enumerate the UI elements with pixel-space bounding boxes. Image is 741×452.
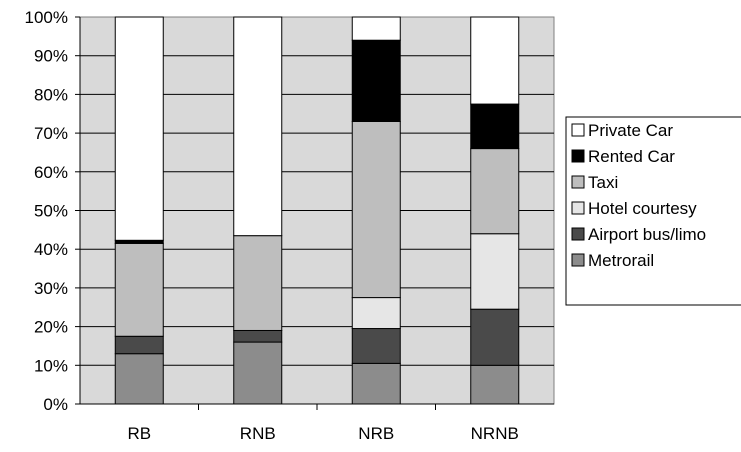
y-tick-label: 90% xyxy=(34,47,68,66)
legend-swatch xyxy=(571,149,585,163)
legend-swatch xyxy=(571,175,585,189)
bar-segment xyxy=(470,364,520,405)
y-tick-label: 20% xyxy=(34,318,68,337)
bar-segment xyxy=(114,16,164,241)
x-tick-label: NRNB xyxy=(471,424,519,443)
bar-segment xyxy=(470,103,520,150)
bars xyxy=(114,16,520,405)
bar-segment xyxy=(470,16,520,105)
bar-segment xyxy=(351,297,401,330)
bar-segment xyxy=(233,341,283,405)
y-tick-label: 0% xyxy=(43,395,68,414)
y-tick-label: 60% xyxy=(34,163,68,182)
y-tick-label: 70% xyxy=(34,124,68,143)
bar-segment xyxy=(114,242,164,337)
y-tick-label: 40% xyxy=(34,240,68,259)
legend-swatch xyxy=(571,253,585,267)
bar-segment xyxy=(470,233,520,310)
legend-label: Hotel courtesy xyxy=(588,199,697,218)
bar-segment xyxy=(233,329,283,343)
legend-box xyxy=(565,116,741,306)
y-tick-label: 80% xyxy=(34,85,68,104)
bar-segment xyxy=(351,120,401,299)
legend-label: Private Car xyxy=(588,121,673,140)
bar-segment xyxy=(470,308,520,366)
y-tick-label: 10% xyxy=(34,356,68,375)
legend: Private Car Rented Car Taxi Hotel courtesy A… xyxy=(565,116,741,306)
y-tick-label: 100% xyxy=(25,8,68,27)
x-tick-label: RNB xyxy=(240,424,276,443)
bar-segment xyxy=(114,335,164,355)
y-tick-label: 50% xyxy=(34,202,68,221)
legend-label: Rented Car xyxy=(588,147,675,166)
bar-segment xyxy=(351,16,401,41)
legend-label: Airport bus/limo xyxy=(588,225,706,244)
legend-label: Metrorail xyxy=(588,251,654,270)
y-tick-label: 30% xyxy=(34,279,68,298)
legend-label: Taxi xyxy=(588,173,618,192)
bar-segment xyxy=(114,353,164,405)
bar-segment xyxy=(351,362,401,405)
bar-segment xyxy=(233,235,283,331)
legend-swatch xyxy=(571,123,585,137)
bar-segment xyxy=(470,148,520,235)
x-tick-label: RB xyxy=(127,424,151,443)
bar-segment xyxy=(351,39,401,122)
x-tick-label: NRB xyxy=(358,424,394,443)
legend-swatch xyxy=(571,201,585,215)
bar-segment xyxy=(233,16,283,237)
bar-segment xyxy=(351,328,401,364)
legend-swatch xyxy=(571,227,585,241)
axes: 0% 10% 20% 30% 40% 50% 60% 70% 80% 90% 100% RB RNB NR… xyxy=(25,8,554,443)
